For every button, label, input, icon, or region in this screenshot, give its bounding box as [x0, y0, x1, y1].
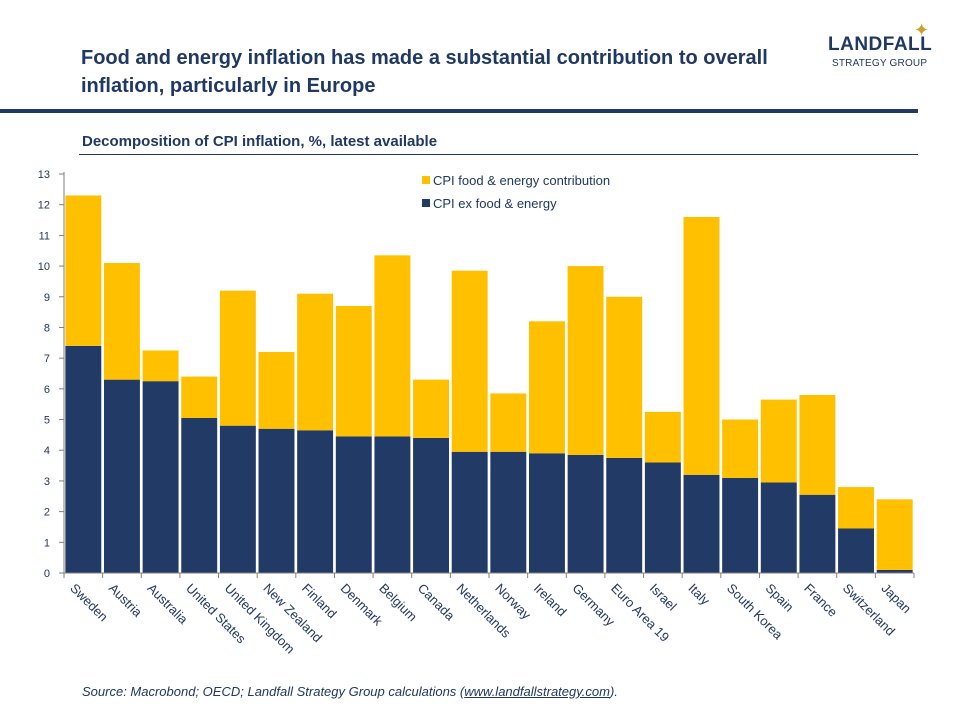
bar-ex-food-energy — [297, 430, 334, 573]
landfall-logo: ✦ LANDFALL STRATEGY GROUP — [820, 20, 940, 80]
y-tick-label: 2 — [44, 507, 50, 519]
bar-food-energy-contribution — [567, 266, 604, 455]
bar-ex-food-energy — [876, 569, 913, 573]
y-tick-label: 6 — [44, 384, 50, 396]
bar-ex-food-energy — [838, 528, 875, 573]
header-divider — [0, 109, 918, 113]
bar-food-energy-contribution — [335, 305, 372, 437]
x-category-label: Israel — [647, 581, 680, 614]
x-category-label: Ireland — [531, 581, 570, 620]
y-tick-label: 7 — [44, 353, 50, 365]
x-category-label: France — [801, 581, 840, 620]
y-tick-label: 12 — [38, 200, 50, 212]
bar-food-energy-contribution — [219, 290, 256, 426]
y-tick-label: 10 — [38, 261, 50, 273]
bar-ex-food-energy — [142, 381, 179, 573]
bar-food-energy-contribution — [297, 293, 334, 431]
bar-food-energy-contribution — [528, 321, 565, 454]
bar-ex-food-energy — [799, 494, 836, 573]
source-link[interactable]: www.landfallstrategy.com — [464, 684, 610, 699]
bar-ex-food-energy — [722, 477, 759, 573]
bar-ex-food-energy — [219, 425, 256, 573]
bar-food-energy-contribution — [799, 394, 836, 495]
x-category-label: Canada — [415, 581, 458, 624]
x-category-label: Spain — [763, 581, 797, 615]
bar-ex-food-energy — [413, 437, 450, 573]
bar-food-energy-contribution — [876, 499, 913, 570]
source-note: Source: Macrobond; OECD; Landfall Strate… — [82, 684, 618, 699]
bar-food-energy-contribution — [142, 350, 179, 382]
y-tick-label: 0 — [44, 568, 50, 580]
bar-food-energy-contribution — [760, 399, 797, 483]
bar-food-energy-contribution — [606, 296, 643, 458]
y-tick-label: 8 — [44, 322, 50, 334]
y-tick-label: 3 — [44, 476, 50, 488]
bar-food-energy-contribution — [181, 376, 218, 419]
logo-name: LANDFALL — [828, 34, 933, 55]
bar-ex-food-energy — [103, 379, 140, 573]
source-prefix: Source: Macrobond; OECD; Landfall Strate… — [82, 684, 465, 699]
legend-swatch — [422, 176, 430, 184]
legend-label: CPI ex food & energy — [433, 196, 557, 211]
bar-food-energy-contribution — [683, 216, 720, 475]
bar-ex-food-energy — [258, 428, 295, 573]
star-icon: ✦ — [914, 20, 930, 40]
bar-ex-food-energy — [528, 453, 565, 573]
y-tick-label: 4 — [44, 445, 50, 457]
bar-food-energy-contribution — [644, 411, 681, 463]
logo-tagline: STRATEGY GROUP — [832, 58, 928, 69]
chart-headline: Food and energy inflation has made a sub… — [81, 47, 768, 97]
subtitle-divider — [79, 154, 918, 155]
bar-food-energy-contribution — [451, 270, 488, 452]
y-tick-label: 5 — [44, 415, 50, 427]
chart-subtitle: Decomposition of CPI inflation, %, lates… — [82, 133, 438, 150]
y-tick-label: 1 — [44, 537, 50, 549]
x-category-label: Australia — [144, 581, 191, 628]
x-category-label: United Kingdom — [222, 581, 298, 657]
bar-food-energy-contribution — [838, 487, 875, 529]
bar-ex-food-energy — [760, 482, 797, 573]
bar-ex-food-energy — [374, 436, 411, 573]
bar-food-energy-contribution — [490, 393, 527, 452]
bar-food-energy-contribution — [258, 352, 295, 429]
bar-ex-food-energy — [451, 451, 488, 573]
x-category-label: Japan — [879, 581, 915, 617]
bar-food-energy-contribution — [374, 255, 411, 437]
bar-ex-food-energy — [567, 454, 604, 573]
y-tick-label: 11 — [39, 230, 50, 242]
bar-food-energy-contribution — [413, 379, 450, 438]
source-suffix: ). — [609, 684, 618, 699]
legend-label: CPI food & energy contribution — [433, 173, 610, 188]
bar-ex-food-energy — [181, 418, 218, 573]
y-tick-label: 13 — [38, 169, 50, 181]
bar-ex-food-energy — [65, 345, 102, 573]
bar-ex-food-energy — [683, 474, 720, 573]
bar-ex-food-energy — [606, 457, 643, 573]
x-category-label: Sweden — [67, 581, 111, 625]
legend-swatch — [422, 199, 430, 207]
bar-food-energy-contribution — [103, 263, 140, 380]
y-tick-label: 9 — [44, 292, 50, 304]
bar-food-energy-contribution — [722, 419, 759, 478]
bar-food-energy-contribution — [65, 195, 102, 346]
bar-ex-food-energy — [490, 451, 527, 573]
bar-ex-food-energy — [335, 436, 372, 573]
bar-ex-food-energy — [644, 462, 681, 573]
x-category-label: Austria — [106, 581, 146, 621]
x-category-label: Italy — [685, 581, 713, 609]
